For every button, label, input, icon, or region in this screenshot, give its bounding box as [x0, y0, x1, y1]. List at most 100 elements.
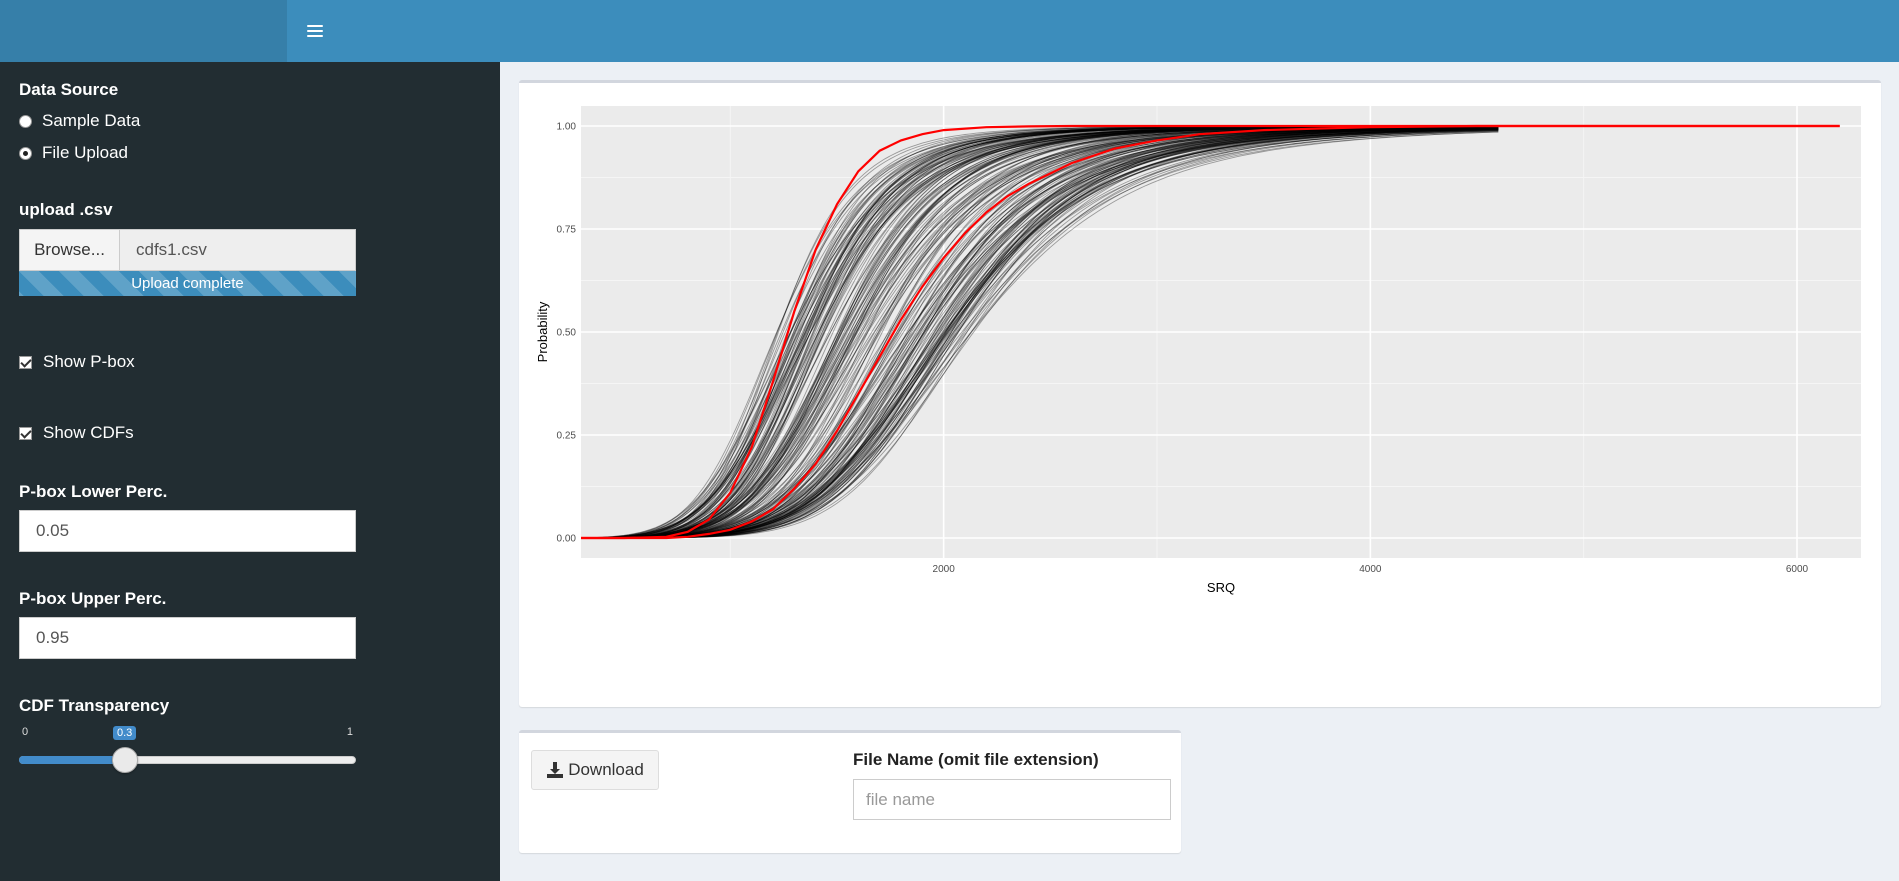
- cdf-line: [581, 127, 1499, 539]
- download-button[interactable]: Download: [531, 750, 659, 790]
- download-panel: Download File Name (omit file extension): [519, 730, 1181, 853]
- cdf-line: [581, 126, 1499, 539]
- cdf-line: [581, 127, 1499, 539]
- radio-button[interactable]: [19, 146, 32, 160]
- cdf-line: [581, 127, 1499, 539]
- pbox-lower-input[interactable]: [19, 510, 356, 552]
- cdf-line: [581, 128, 1499, 539]
- cdf-line: [581, 126, 1499, 539]
- cdf-line: [581, 129, 1499, 539]
- cdf-line: [581, 126, 1499, 539]
- cdf-line: [581, 127, 1499, 539]
- cdf-line: [581, 126, 1499, 539]
- radio-label: File Upload: [42, 143, 128, 162]
- pbox-lower-line: [581, 124, 1840, 540]
- cdf-line: [581, 129, 1499, 539]
- upload-label: upload .csv: [19, 200, 113, 219]
- cdf-line: [581, 126, 1499, 539]
- cdf-line: [581, 128, 1499, 539]
- logo-area: [0, 0, 287, 62]
- slider-handle[interactable]: [112, 747, 138, 773]
- file-upload-field[interactable]: Browse... cdfs1.csv: [19, 229, 356, 271]
- cdf-line: [581, 128, 1499, 539]
- transparency-slider[interactable]: 0 1 0.3: [19, 726, 356, 786]
- cdf-line: [581, 126, 1499, 539]
- radio-button[interactable]: [19, 114, 32, 128]
- cdf-line: [581, 126, 1499, 539]
- radio-sample-data[interactable]: Sample Data: [19, 111, 140, 131]
- y-axis-label: Probability: [535, 301, 550, 362]
- cdf-line: [581, 127, 1499, 539]
- x-axis-label: SRQ: [1207, 580, 1235, 595]
- cdf-line: [581, 128, 1499, 539]
- cdf-chart: 0.00 0.25 0.50 0.75 1.00 2000 4000 6000 SRQ Proba…: [535, 106, 1861, 595]
- download-icon: [547, 762, 564, 778]
- file-name-input[interactable]: [853, 779, 1171, 820]
- cdf-line: [581, 127, 1499, 539]
- slider-fill: [19, 756, 125, 764]
- cdf-line: [580, 126, 1499, 539]
- cdf-line: [581, 126, 1499, 539]
- y-tick-label: 0.50: [557, 328, 577, 339]
- browse-button[interactable]: Browse...: [20, 230, 120, 270]
- cdf-line: [581, 127, 1499, 539]
- data-source-label: Data Source: [19, 80, 119, 99]
- cdf-line: [581, 127, 1499, 539]
- cdf-line: [581, 128, 1499, 539]
- cdf-line: [580, 127, 1499, 539]
- cdf-line: [581, 126, 1499, 539]
- cdf-line: [580, 127, 1499, 539]
- file-name-display: cdfs1.csv: [120, 230, 355, 270]
- cdf-line: [581, 130, 1499, 539]
- cdf-line: [581, 127, 1499, 539]
- cdf-line: [581, 129, 1499, 539]
- cdf-line: [581, 129, 1499, 539]
- radio-label: Sample Data: [42, 111, 141, 130]
- cdf-line: [581, 130, 1499, 539]
- cdf-line: [581, 127, 1499, 539]
- cdf-line: [581, 131, 1499, 539]
- cdf-line: [581, 127, 1499, 539]
- cdf-line: [581, 127, 1499, 539]
- pbox-upper-label: P-box Upper Perc.: [19, 589, 167, 608]
- cdf-line: [581, 127, 1499, 539]
- x-tick-label: 4000: [1359, 564, 1382, 575]
- cdf-line: [581, 127, 1499, 539]
- cdf-line: [581, 127, 1499, 539]
- cdf-line: [581, 128, 1499, 539]
- show-cdfs-checkbox-row[interactable]: Show CDFs: [19, 423, 134, 443]
- x-tick-label: 2000: [933, 564, 956, 575]
- cdf-line: [581, 128, 1499, 539]
- cdf-line: [581, 129, 1499, 539]
- cdf-line: [581, 127, 1499, 539]
- show-pbox-label: Show P-box: [43, 352, 135, 371]
- cdf-line: [581, 128, 1499, 539]
- upload-progress-bar: Upload complete: [19, 271, 356, 296]
- cdf-line: [581, 128, 1499, 539]
- slider-max-label: 1: [346, 726, 353, 738]
- y-tick-label: 1.00: [557, 122, 577, 133]
- cdf-line: [581, 128, 1499, 539]
- cdf-line: [581, 129, 1499, 539]
- cdf-line: [581, 128, 1499, 539]
- show-pbox-checkbox-row[interactable]: Show P-box: [19, 352, 135, 372]
- hamburger-icon[interactable]: [287, 0, 342, 62]
- radio-file-upload[interactable]: File Upload: [19, 143, 128, 163]
- show-pbox-checkbox[interactable]: [19, 355, 32, 369]
- y-tick-label: 0.00: [557, 534, 577, 545]
- cdf-line: [581, 128, 1499, 539]
- cdf-line: [581, 126, 1499, 539]
- cdf-line: [581, 128, 1499, 539]
- cdf-line: [581, 127, 1499, 539]
- cdf-line: [581, 129, 1499, 539]
- x-tick-label: 6000: [1786, 564, 1809, 575]
- download-button-label: Download: [568, 760, 644, 779]
- show-cdfs-checkbox[interactable]: [19, 426, 32, 440]
- top-navbar: [0, 0, 1899, 62]
- cdf-line: [581, 126, 1499, 539]
- cdf-line: [581, 130, 1499, 539]
- pbox-upper-input[interactable]: [19, 617, 356, 659]
- cdf-line: [581, 128, 1499, 539]
- cdf-line: [581, 127, 1499, 539]
- cdf-line: [581, 127, 1499, 539]
